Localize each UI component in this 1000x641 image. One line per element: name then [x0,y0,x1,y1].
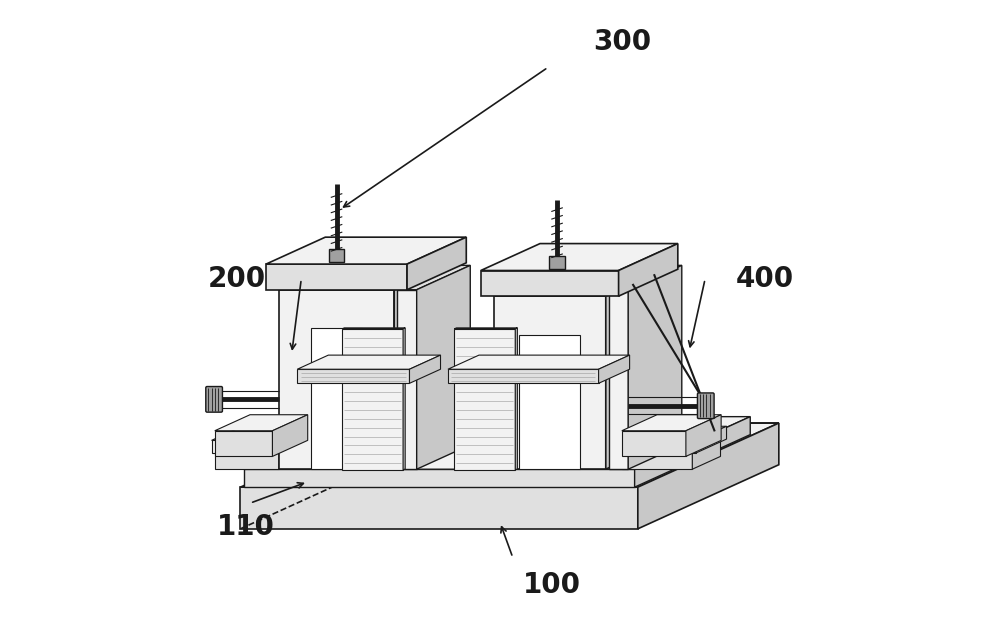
Polygon shape [606,272,659,469]
Polygon shape [279,290,394,469]
Polygon shape [297,369,409,383]
Polygon shape [272,415,308,456]
Text: 300: 300 [593,28,651,56]
Polygon shape [609,265,682,290]
Polygon shape [448,369,599,383]
Polygon shape [342,329,403,470]
Polygon shape [403,328,405,470]
Polygon shape [394,265,448,469]
Polygon shape [311,328,362,469]
Polygon shape [622,415,721,431]
Polygon shape [279,265,448,290]
Polygon shape [519,335,580,469]
Polygon shape [448,355,630,369]
Polygon shape [696,426,727,453]
Polygon shape [494,296,606,469]
Polygon shape [407,237,466,290]
Polygon shape [240,423,779,487]
Bar [549,256,565,269]
Polygon shape [609,290,628,469]
Polygon shape [619,244,678,296]
Polygon shape [240,487,638,529]
Polygon shape [244,469,635,487]
Polygon shape [212,440,282,453]
Polygon shape [619,426,727,440]
Text: 400: 400 [736,265,794,293]
FancyBboxPatch shape [697,393,714,419]
Polygon shape [417,265,470,469]
Polygon shape [409,355,441,383]
Text: 200: 200 [208,265,266,293]
Polygon shape [297,355,441,369]
Polygon shape [454,328,517,329]
Polygon shape [342,328,405,329]
Polygon shape [215,440,307,453]
FancyBboxPatch shape [206,387,222,412]
Polygon shape [279,440,307,469]
Polygon shape [244,417,750,469]
Polygon shape [622,453,692,469]
Polygon shape [215,431,272,456]
Text: 100: 100 [522,570,580,599]
Polygon shape [619,440,696,453]
Polygon shape [215,453,279,469]
Text: 110: 110 [217,513,275,541]
Polygon shape [397,265,470,290]
Polygon shape [622,440,721,453]
Polygon shape [481,271,619,296]
Polygon shape [454,329,515,470]
Polygon shape [215,415,308,431]
Polygon shape [494,272,659,296]
Polygon shape [266,237,466,264]
Polygon shape [628,265,682,469]
Polygon shape [638,423,779,529]
Polygon shape [622,431,686,456]
Polygon shape [282,426,313,453]
Polygon shape [635,417,750,487]
Polygon shape [515,328,517,470]
Polygon shape [686,415,721,456]
Polygon shape [266,264,407,290]
Polygon shape [692,440,721,469]
Polygon shape [599,355,630,383]
Polygon shape [481,244,678,271]
Polygon shape [397,290,417,469]
Polygon shape [212,426,313,440]
Bar [329,249,344,262]
